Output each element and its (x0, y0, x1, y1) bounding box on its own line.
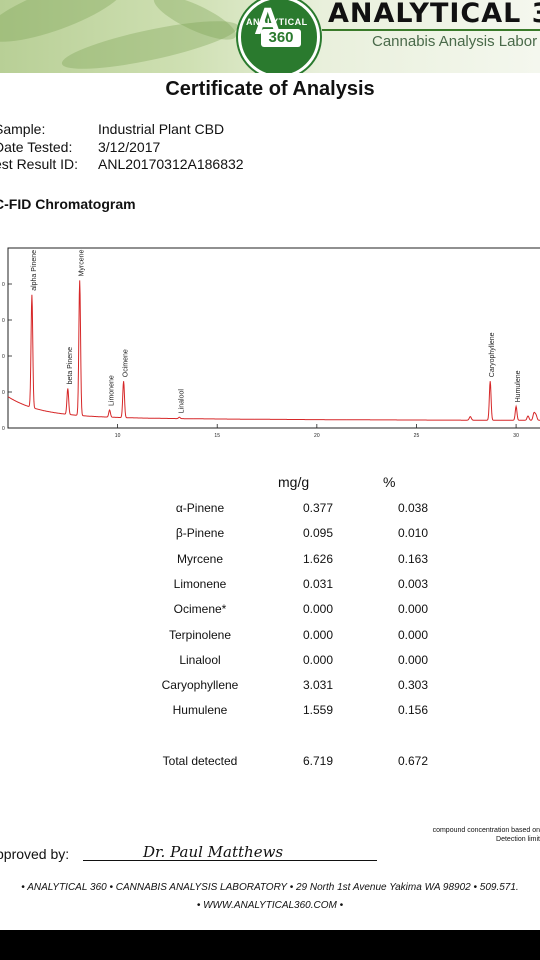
peak-label: alpha Pinene (31, 250, 38, 291)
date-label: Date Tested: (0, 139, 73, 155)
plot-frame (7, 247, 540, 429)
analytical-360-logo: A ANALYTICAL 360 (238, 0, 320, 73)
date-value: 3/12/2017 (98, 139, 161, 155)
x-tick-label: 10 (115, 433, 121, 439)
compound-name: Terpinolene (168, 627, 232, 642)
x-tick-label: 30 (513, 433, 519, 439)
brand-underline (322, 29, 540, 31)
compound-name: Humulene (172, 703, 228, 718)
mg-value: 6.719 (302, 754, 334, 768)
peak-label: Ocimene (123, 349, 130, 377)
peak-label: Limonene (109, 375, 116, 406)
pct-value: 0.038 (397, 501, 429, 515)
chromatogram-heading: C-FID Chromatogram (0, 196, 136, 212)
pct-value: 0.000 (397, 602, 429, 617)
compound-name: Linalool (179, 652, 221, 667)
pct-value: 0.156 (397, 703, 429, 718)
mg-value: 0.031 (302, 576, 334, 591)
footer-address: • ANALYTICAL 360 • CANNABIS ANALYSIS LAB… (21, 882, 519, 893)
footnote-line: Detection limit (496, 836, 540, 843)
mg-value: 1.559 (302, 703, 334, 718)
mg-value: 0.000 (302, 627, 334, 642)
pct-value: 0.000 (397, 627, 429, 642)
sample-row: Sample: Industrial Plant CBD (0, 121, 224, 137)
peak-label: Humulene (515, 370, 522, 402)
mg-value: 0.000 (302, 652, 334, 667)
y-tick-label: 0 (2, 318, 5, 324)
footer-website: • WWW.ANALYTICAL360.COM • (196, 900, 344, 911)
approved-by-label: pproved by: (0, 846, 70, 862)
brand-tagline: Cannabis Analysis Labor (372, 33, 538, 50)
peak-label: Linalool (178, 389, 185, 414)
compound-name: Caryophyllene (161, 678, 239, 693)
mg-value: 1.626 (302, 551, 334, 566)
y-tick-label: 0 (2, 426, 5, 432)
gc-fid-chromatogram: 0 0 0 0 0 10 15 20 25 30 alpha Pinene beta Pinene My… (2, 247, 540, 439)
y-tick-label: 0 (2, 282, 5, 288)
compound-name: α-Pinene (175, 501, 225, 515)
x-tick-label: 15 (214, 433, 220, 439)
result-id-value: ANL20170312A186832 (98, 156, 244, 172)
mg-value: 0.095 (302, 526, 334, 541)
peak-label: Myrcene (79, 249, 86, 276)
y-tick-label: 0 (2, 390, 5, 396)
pct-value: 0.303 (397, 678, 429, 693)
certificate-page: A ANALYTICAL 360 ANALYTICAL 3 Cannabis A… (0, 0, 540, 930)
peak-label: beta Pinene (67, 347, 74, 384)
result-id-row: est Result ID: ANL20170312A186832 (0, 156, 244, 172)
pct-value: 0.003 (397, 576, 429, 591)
footnote-line: compound concentration based on (432, 827, 540, 834)
pct-value: 0.163 (397, 551, 429, 566)
compound-name: Total detected (162, 754, 238, 768)
mg-value: 0.377 (302, 501, 334, 515)
pct-value: 0.010 (397, 526, 429, 541)
y-tick-label: 0 (2, 354, 5, 360)
x-tick-label: 25 (414, 433, 420, 439)
document-title: Certificate of Analysis (165, 78, 375, 100)
mg-value: 0.000 (302, 602, 334, 617)
sample-value: Industrial Plant CBD (98, 121, 225, 137)
sample-label: Sample: (0, 121, 46, 137)
signature-line (83, 860, 377, 861)
peak-label: Caryophyllene (489, 332, 496, 377)
mg-value: 3.031 (302, 678, 334, 693)
header-banner: A ANALYTICAL 360 ANALYTICAL 3 Cannabis A… (0, 0, 540, 73)
col-mg-header: mg/g (278, 474, 310, 490)
col-pct-header: % (383, 474, 396, 490)
compound-name: Ocimene* (173, 602, 227, 617)
brand-name: ANALYTICAL 3 (328, 0, 540, 29)
chromatogram-trace (7, 280, 540, 421)
pct-value: 0.672 (397, 754, 429, 768)
x-tick-label: 20 (314, 433, 320, 439)
compound-name: Myrcene (176, 551, 223, 566)
compound-name: β-Pinene (175, 526, 225, 541)
result-id-label: est Result ID: (0, 156, 79, 172)
date-row: Date Tested: 3/12/2017 (0, 139, 160, 155)
footnote: compound concentration based on Detectio… (400, 826, 540, 844)
pct-value: 0.000 (397, 652, 429, 667)
signature: Dr. Paul Matthews (143, 843, 284, 861)
compound-name: Limonene (173, 576, 227, 591)
